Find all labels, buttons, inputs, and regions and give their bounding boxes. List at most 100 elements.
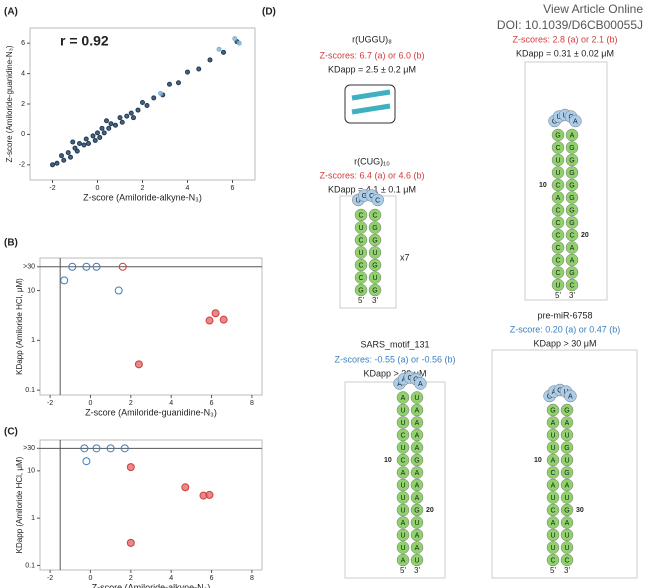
end-label: 3'	[414, 566, 420, 575]
nucleotide-label: A	[551, 420, 556, 427]
nucleotide-label: A	[401, 557, 406, 564]
position-label: 10	[534, 457, 542, 464]
point	[237, 41, 241, 45]
point	[177, 81, 181, 85]
nucleotide-label: A	[415, 445, 420, 452]
x-tick-label: -2	[47, 575, 53, 582]
y-tick-label: -2	[19, 162, 25, 169]
nucleotide-label: G	[564, 407, 569, 414]
kd: KDapp = 2.5 ± 0.2 μM	[328, 64, 416, 74]
x-tick-label: 4	[169, 575, 173, 582]
nucleotide-label: G	[569, 182, 574, 189]
nucleotide-label: A	[573, 118, 578, 125]
title: r(CUG)₁₀	[354, 156, 390, 166]
point	[135, 361, 142, 368]
title: pre-miR-6758	[537, 310, 592, 320]
annotation: r = 0.92	[60, 33, 109, 49]
nucleotide-label: G	[569, 157, 574, 164]
doi: DOI: 10.1039/D6CB00055J	[497, 18, 643, 32]
point	[66, 151, 70, 155]
point	[83, 458, 90, 465]
y-tick-label: 2	[21, 101, 25, 108]
y-axis-label: Z-score (Amiloride-guanidine-N₃)	[5, 45, 14, 162]
nucleotide-label: G	[555, 132, 560, 139]
nucleotide-label: U	[414, 520, 419, 527]
nucleotide-label: U	[550, 545, 555, 552]
nucleotide-label: A	[570, 132, 575, 139]
end-label: 5'	[555, 291, 561, 300]
nucleotide-label: A	[415, 545, 420, 552]
point	[127, 464, 134, 471]
nucleotide-label: C	[358, 212, 363, 219]
x-tick-label: -2	[47, 400, 53, 407]
nucleotide-label: A	[415, 532, 420, 539]
nucleotide-label: U	[550, 532, 555, 539]
nucleotide-label: C	[400, 432, 405, 439]
nucleotide-label: C	[555, 270, 560, 277]
point	[132, 116, 136, 120]
x-axis-label: Z-score (Amiloride-alkyne-N₃)	[92, 582, 211, 588]
point	[136, 108, 140, 112]
nucleotide-label: U	[564, 457, 569, 464]
nucleotide-label: C	[550, 507, 555, 514]
nucleotide-label: U	[400, 445, 405, 452]
zscores: Z-score: 0.20 (a) or 0.47 (b)	[510, 324, 621, 334]
point	[96, 131, 100, 135]
point	[75, 149, 79, 153]
nucleotide-label: A	[415, 420, 420, 427]
point	[82, 143, 86, 147]
nucleotide-label: A	[570, 257, 575, 264]
nucleotide-label: C	[358, 262, 363, 269]
end-label: 3'	[372, 296, 378, 305]
panel-label: (A)	[4, 7, 18, 18]
nucleotide-label: C	[569, 282, 574, 289]
nucleotide-label: U	[372, 275, 377, 282]
nucleotide-label: U	[400, 495, 405, 502]
y-tick-label: 10	[27, 287, 35, 294]
nucleotide-label: A	[551, 482, 556, 489]
point	[212, 310, 219, 317]
nucleotide-label: C	[564, 557, 569, 564]
nucleotide-label: A	[415, 407, 420, 414]
nucleotide-label: U	[550, 495, 555, 502]
repeat: x7	[400, 252, 410, 262]
point	[100, 126, 104, 130]
x-tick-label: 2	[129, 575, 133, 582]
nucleotide-label: U	[550, 432, 555, 439]
nucleotide-label: C	[555, 257, 560, 264]
point	[107, 126, 111, 130]
point	[222, 50, 226, 54]
nucleotide-label: C	[555, 245, 560, 252]
nucleotide-label: A	[415, 432, 420, 439]
y-tick-label: 0	[21, 131, 25, 138]
article-link[interactable]: View Article Online	[543, 2, 643, 16]
nucleotide-label: G	[564, 470, 569, 477]
nucleotide-label: A	[551, 457, 556, 464]
nucleotide-label: U	[555, 170, 560, 177]
zscores: Z-scores: 6.4 (a) or 4.6 (b)	[319, 170, 424, 180]
zscores: Z-scores: 6.7 (a) or 6.0 (b)	[319, 50, 424, 60]
nucleotide-label: G	[358, 287, 363, 294]
nucleotide-label: U	[414, 395, 419, 402]
point	[197, 67, 201, 71]
nucleotide-label: U	[564, 495, 569, 502]
y-tick-label: 6	[21, 40, 25, 47]
nucleotide-label: U	[400, 532, 405, 539]
point	[217, 47, 221, 51]
nucleotide-label: A	[551, 520, 556, 527]
y-tick-label: 0.1	[25, 562, 35, 569]
y-tick-label: 4	[21, 70, 25, 77]
nucleotide-label: C	[372, 212, 377, 219]
nucleotide-label: G	[569, 195, 574, 202]
nucleotide-label: U	[400, 407, 405, 414]
nucleotide-label: A	[401, 470, 406, 477]
y-tick-label: >30	[23, 445, 35, 452]
x-tick-label: 6	[210, 400, 214, 407]
point	[84, 137, 88, 141]
nucleotide-label: A	[401, 395, 406, 402]
nucleotide-label: U	[400, 507, 405, 514]
point	[233, 37, 237, 41]
nucleotide-label: A	[415, 470, 420, 477]
point	[55, 161, 59, 165]
kd: KDapp = 0.31 ± 0.02 μM	[516, 48, 614, 58]
